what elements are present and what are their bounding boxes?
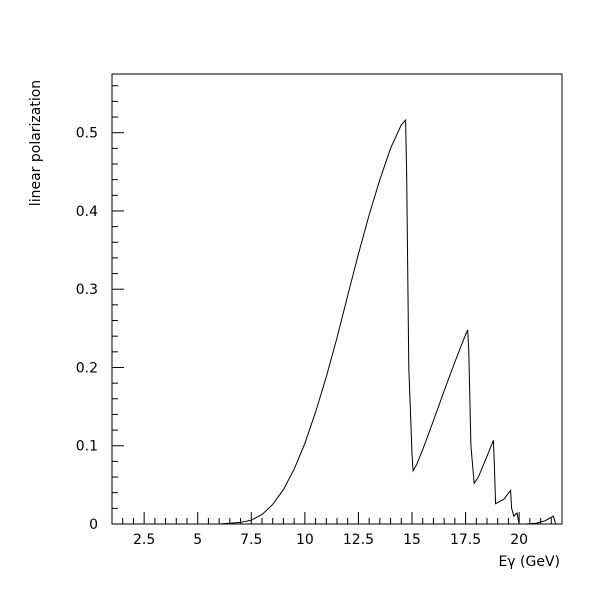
y-tick-label: 0.1 <box>76 439 98 455</box>
x-tick-label: 5 <box>193 532 202 548</box>
polarization-curve <box>112 118 562 525</box>
x-tick-label: 15 <box>403 532 421 548</box>
x-axis-label: Eγ (GeV) <box>498 554 560 570</box>
x-tick-label: 7.5 <box>240 532 262 548</box>
x-tick-label: 20 <box>510 532 528 548</box>
y-tick-label: 0 <box>89 517 98 533</box>
y-axis-label: linear polarization <box>28 80 44 206</box>
y-tick-label: 0.3 <box>76 282 98 298</box>
y-tick-label: 0.5 <box>76 126 98 142</box>
y-tick-label: 0.4 <box>76 204 98 220</box>
y-major-ticks <box>112 132 124 525</box>
y-tick-labels: 0 0.1 0.2 0.3 0.4 0.5 <box>76 126 98 533</box>
x-tick-label: 10 <box>296 532 314 548</box>
x-tick-label: 2.5 <box>133 532 155 548</box>
x-tick-labels: 2.5 5 7.5 10 12.5 15 17.5 20 <box>133 532 528 548</box>
x-minor-ticks <box>122 518 552 524</box>
x-major-ticks <box>143 512 520 524</box>
y-minor-ticks <box>112 85 118 509</box>
x-tick-label: 17.5 <box>450 532 481 548</box>
x-tick-label: 12.5 <box>343 532 374 548</box>
y-tick-label: 0.2 <box>76 360 98 376</box>
